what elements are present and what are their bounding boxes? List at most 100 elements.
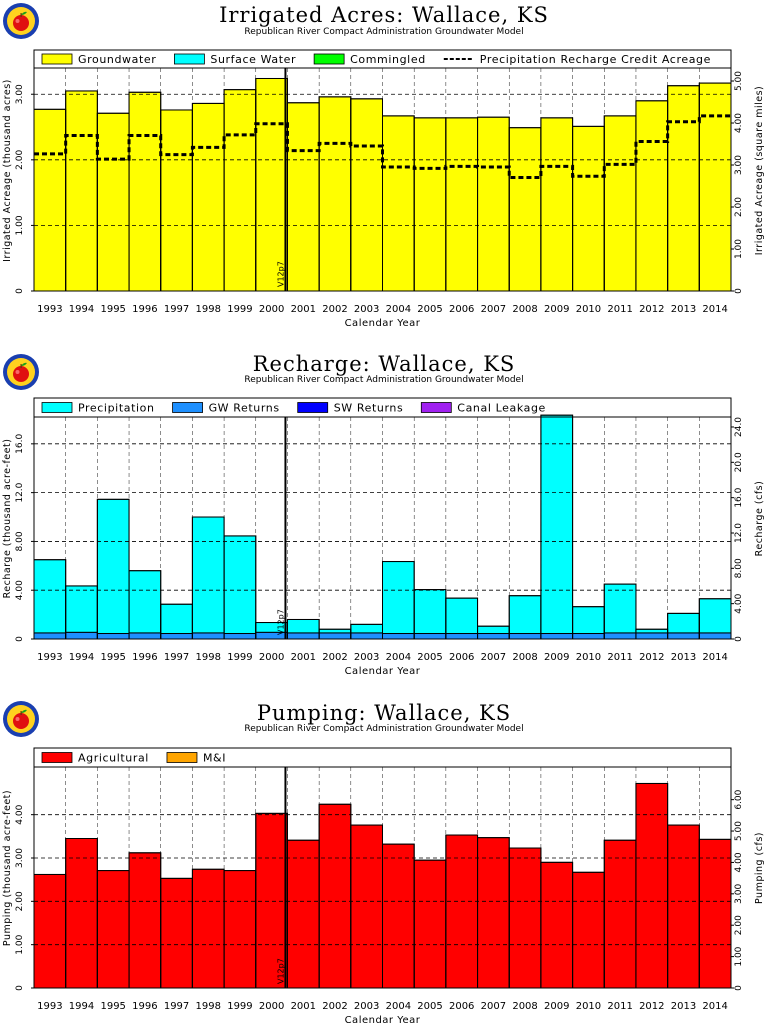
x-tick-label: 2011 (607, 1001, 632, 1012)
legend-swatch (313, 53, 345, 65)
x-tick-label: 2011 (607, 304, 632, 315)
y-tick-label: 2.00 (15, 891, 25, 911)
bar-agricultural (286, 839, 320, 989)
x-tick-label: 1995 (100, 1001, 125, 1012)
y-right-tick-label: 1.00 (734, 239, 744, 259)
bar-gw-returns (286, 632, 320, 640)
bar-gw-returns (698, 632, 732, 640)
bar-precipitation (318, 628, 352, 634)
chart-title: Irrigated Acres: Wallace, KS (219, 3, 549, 27)
y-axis-label: Recharge (thousand acre-feet) (2, 439, 13, 599)
legend-label: Agricultural (78, 752, 149, 765)
x-tick-label: 1998 (196, 652, 221, 663)
x-tick-label: 2013 (671, 652, 696, 663)
bar-precipitation (445, 597, 479, 635)
y-tick-label: 8.00 (15, 531, 25, 551)
legend-label: Commingled (350, 53, 426, 66)
x-tick-label: 2002 (322, 1001, 347, 1012)
legend-swatch (174, 53, 205, 65)
legend-entry-mandi: M&I (166, 752, 225, 765)
x-tick-label: 2003 (354, 1001, 379, 1012)
bar-gw-returns (223, 633, 257, 640)
model-version-label: V12p7 (276, 261, 285, 287)
bar-agricultural (540, 861, 574, 989)
legend-entry-commingled: Commingled (313, 53, 426, 66)
bar-groundwater (223, 89, 257, 292)
apple-logo-icon (2, 2, 40, 40)
x-tick-label: 2008 (512, 1001, 537, 1012)
bar-gw-returns (477, 633, 510, 640)
x-tick-label: 2006 (449, 652, 474, 663)
y-right-tick-label: 8.00 (734, 558, 744, 578)
bar-precipitation (286, 618, 320, 634)
x-tick-label: 2003 (354, 652, 379, 663)
y-tick-label: 0 (15, 636, 25, 642)
x-tick-label: 1994 (69, 652, 94, 663)
x-tick-label: 2007 (481, 652, 506, 663)
chart-subtitle: Republican River Compact Administration … (244, 27, 524, 37)
bar-agricultural (223, 870, 257, 989)
x-tick-label: 2001 (291, 304, 316, 315)
bar-gw-returns (382, 633, 415, 640)
bar-gw-returns (65, 631, 98, 640)
legend-swatch (172, 402, 203, 413)
x-tick-label: 2007 (481, 304, 506, 315)
x-tick-label: 2009 (544, 1001, 569, 1012)
x-tick-label: 1996 (132, 1001, 157, 1012)
legend-entry-groundwater: Groundwater (41, 53, 156, 66)
bar-gw-returns (350, 632, 383, 640)
y-tick-label: 0 (15, 985, 25, 991)
x-tick-label: 2001 (291, 652, 316, 663)
y-right-tick-label: 16.0 (734, 487, 744, 507)
x-tick-label: 1997 (164, 1001, 189, 1012)
x-tick-label: 2014 (702, 304, 727, 315)
bar-precipitation (191, 516, 225, 634)
y-axis-label: Irrigated Acreage (thousand acres) (2, 79, 13, 262)
legend-entry-precipitation-recharge-credit-acreage: Precipitation Recharge Credit Acreage (443, 53, 710, 66)
x-tick-label: 2005 (417, 1001, 442, 1012)
y-right-tick-label: 4.00 (734, 593, 744, 613)
chart-title: Pumping: Wallace, KS (256, 701, 512, 725)
bar-gw-returns (603, 632, 637, 640)
bar-gw-returns (413, 633, 447, 640)
plot-frame (33, 49, 732, 292)
x-tick-label: 2010 (576, 304, 601, 315)
bar-groundwater (350, 98, 383, 292)
y-right-axis-label: Recharge (cfs) (754, 481, 765, 557)
x-tick-label: 1999 (227, 652, 252, 663)
bar-groundwater (603, 115, 637, 292)
x-tick-label: 1994 (69, 304, 94, 315)
bar-precipitation (413, 589, 447, 635)
x-tick-label: 2005 (417, 652, 442, 663)
legend-label: Canal Leakage (457, 402, 546, 415)
x-tick-label: 1998 (196, 304, 221, 315)
bar-groundwater (477, 116, 510, 292)
bar-precipitation (96, 498, 130, 635)
bar-agricultural (160, 877, 193, 989)
bar-agricultural (33, 873, 67, 989)
bar-agricultural (413, 859, 447, 989)
x-tick-label: 1993 (37, 1001, 62, 1012)
bar-agricultural (667, 824, 700, 989)
bar-precipitation (667, 612, 700, 634)
apple-logo-icon (2, 353, 40, 391)
x-tick-label: 2002 (322, 652, 347, 663)
y-right-tick-label: 0 (734, 985, 744, 991)
y-right-tick-label: 5.00 (734, 71, 744, 91)
legend-swatch (41, 752, 73, 763)
x-tick-label: 2001 (291, 1001, 316, 1012)
y-right-tick-label: 4.00 (734, 852, 744, 872)
x-tick-label: 1997 (164, 652, 189, 663)
legend-swatch (41, 53, 73, 65)
x-tick-label: 2011 (607, 652, 632, 663)
bar-groundwater (65, 90, 98, 292)
x-tick-label: 2007 (481, 1001, 506, 1012)
bar-precipitation (635, 628, 669, 634)
y-tick-label: 1.00 (15, 934, 25, 954)
x-tick-label: 2003 (354, 304, 379, 315)
bar-groundwater (160, 109, 193, 292)
chart-subtitle: Republican River Compact Administration … (244, 724, 524, 734)
x-tick-label: 2012 (639, 1001, 664, 1012)
model-version-label: V12p7 (276, 609, 285, 635)
legend-entry-canal-leakage: Canal Leakage (420, 402, 546, 415)
